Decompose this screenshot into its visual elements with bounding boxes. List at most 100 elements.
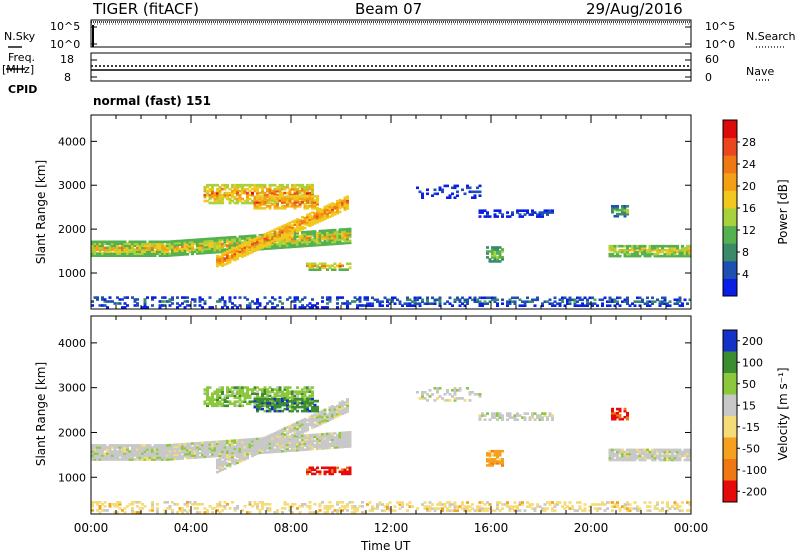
power-colorbar-segment [723,137,737,156]
date-label: 29/Aug/2016 [586,0,683,18]
velocity-colorbar-segment [723,416,737,438]
velocity-panel [91,386,692,514]
velocity-echo-8 [478,412,554,421]
power-colorbar-tick: 8 [742,246,749,259]
power-colorbar-segment [723,260,737,279]
power-colorbar-segment [723,208,737,227]
velocity-echo-9 [416,387,482,402]
power-echo-6 [608,244,692,258]
power-echo-5 [486,246,504,263]
freq-tick-low: 8 [64,71,71,84]
ytick-label: 1000 [58,267,86,280]
velocity-colorbar-segment [723,437,737,460]
velocity-colorbar [722,329,738,503]
power-echo-11 [91,296,369,309]
velocity-echo-3 [253,397,319,413]
ytick-label: 1000 [58,471,86,484]
freq-panel [90,52,692,82]
velocity-colorbar-segment [723,330,737,352]
velocity-colorbar-tick: -200 [742,485,767,498]
beam-label: Beam 07 [355,0,423,18]
velocity-colorbar-tick: -15 [742,421,760,434]
nave-label: Nave [746,65,775,78]
velocity-colorbar-segment [723,351,737,374]
power-echo-10 [366,296,692,307]
xtick-label: 00:00 [674,521,709,535]
power-colorbar-segment [723,172,737,191]
velocity-colorbar-segment [723,459,737,481]
power-echo-8 [478,209,554,218]
power-colorbar-segment [723,225,737,244]
power-echo-4 [306,262,352,271]
velocity-ylabel: Slant Range [km] [34,361,48,467]
velocity-echo-7 [611,407,629,421]
velocity-echo-2 [203,386,314,408]
nsky-panel [90,19,692,48]
nsearch-tick-low: 10^0 [705,38,736,51]
xtick-label: 20:00 [574,521,609,535]
power-echo-3 [253,195,319,210]
power-colorbar-segment [723,278,737,297]
power-colorbar-tick: 12 [742,224,756,237]
power-colorbar-tick: 20 [742,180,756,193]
velocity-colorbar-tick: 100 [742,356,763,369]
power-colorbar-tick: 28 [742,136,756,149]
ytick-label: 4000 [58,135,86,148]
power-colorbar-segment [723,243,737,262]
power-panel [91,183,692,309]
velocity-colorbar-tick: 200 [742,335,763,348]
velocity-colorbar-tick: 15 [742,399,756,412]
velocity-colorbar-tick: 50 [742,378,756,391]
freq-tick-high: 18 [60,53,74,66]
velocity-echo-10 [366,501,692,512]
velocity-echo-11 [91,501,367,514]
power-echo-1 [216,195,349,268]
cpid-label: CPID [8,83,38,96]
power-colorbar-tick: 4 [742,268,749,281]
nsearch-tick-high: 10^5 [705,20,736,33]
power-echo-7 [611,205,629,218]
power-ylabel: Slant Range [km] [34,159,48,265]
power-plot-frame [90,114,692,310]
nave-tick-low: 0 [705,71,712,84]
cpid-mode: normal (fast) 151 [93,94,211,108]
nsky-label: N.Sky [4,30,36,43]
xtick-label: 08:00 [274,521,309,535]
ytick-label: 2000 [58,223,86,236]
nsky-tick-low: 10^0 [50,38,81,51]
nsky-tick-high: 10^5 [50,20,81,33]
velocity-colorbar-segment [723,373,737,395]
velocity-echo-6 [608,448,692,462]
velocity-colorbar-segment [723,480,737,503]
velocity-plot-frame [90,315,692,515]
power-colorbar-segment [723,120,737,139]
ytick-label: 4000 [58,337,86,350]
velocity-colorbar-segment [723,394,737,417]
velocity-echo-4 [306,466,352,476]
ytick-label: 2000 [58,426,86,439]
velocity-echo-1 [216,398,349,474]
ytick-label: 3000 [58,179,86,192]
nave-tick-high: 60 [705,53,719,66]
nsearch-label: N.Search [746,30,796,43]
xtick-label: 12:00 [374,521,409,535]
xtick-label: 16:00 [474,521,509,535]
velocity-colorbar-label: Velocity [m s⁻¹] [776,367,790,461]
x-axis-label: Time UT [361,539,411,553]
power-echo-9 [416,184,482,199]
power-colorbar-tick: 24 [742,158,756,171]
radar-title: TIGER (fitACF) [93,0,200,18]
velocity-colorbar-tick: -100 [742,464,767,477]
power-colorbar-segment [723,155,737,174]
freq-label: Freq. [8,51,36,64]
velocity-echo-5 [486,449,504,467]
velocity-colorbar-tick: -50 [742,442,760,455]
xtick-label: 04:00 [174,521,209,535]
power-colorbar-tick: 16 [742,202,756,215]
freq-unit-label: [MHz] [2,63,35,76]
power-colorbar-label: Power [dB] [776,179,790,245]
power-colorbar-segment [723,190,737,209]
xtick-label: 00:00 [74,521,109,535]
ytick-label: 3000 [58,382,86,395]
